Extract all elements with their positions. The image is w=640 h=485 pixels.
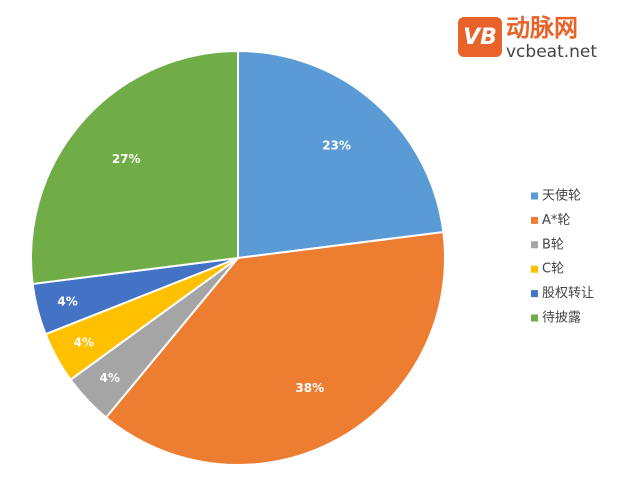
pie-slice (30, 49, 239, 286)
pie-slice (237, 49, 445, 260)
legend-label: 天使轮 (542, 188, 581, 204)
data-label: 38% (295, 381, 324, 395)
data-label: 23% (322, 139, 351, 153)
legend-label: B轮 (542, 237, 564, 252)
legend-label: 股权转让 (542, 285, 594, 301)
legend-label: C轮 (542, 262, 564, 277)
pie-slice (104, 230, 446, 466)
legend-swatch (531, 216, 538, 224)
logo: VB 动脉网 vcbeat.net (458, 14, 597, 62)
legend-label: 待披露 (542, 311, 581, 326)
logo-mark: VB (463, 25, 497, 50)
data-label: 4% (57, 294, 77, 308)
data-label: 4% (100, 371, 120, 385)
legend-swatch (531, 265, 538, 273)
logo-name: 动脉网 (506, 14, 578, 42)
legend-swatch (531, 314, 538, 322)
legend-swatch (531, 241, 538, 249)
legend-label: A*轮 (542, 213, 570, 228)
logo-site: vcbeat.net (506, 42, 597, 62)
legend-swatch (531, 192, 538, 200)
data-label: 27% (112, 152, 141, 166)
logo-badge (458, 17, 502, 57)
data-label: 4% (74, 335, 94, 349)
legend-swatch (531, 290, 538, 298)
